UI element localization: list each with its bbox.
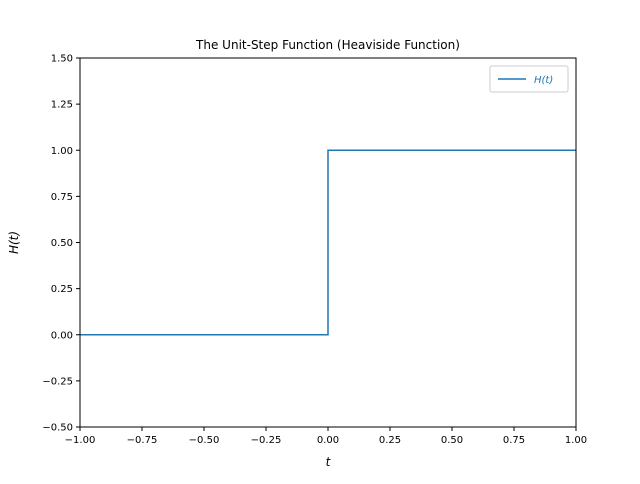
chart-title: The Unit-Step Function (Heaviside Functi…	[195, 38, 460, 52]
x-tick-label: 0.50	[441, 435, 463, 446]
ticks-layer: −1.00 −0.75 −0.50 −0.25 0.00 0.25 0.50 0.75 1.00…	[42, 54, 587, 447]
x-tick-label: −0.75	[127, 435, 158, 446]
x-axis-title: t	[326, 455, 332, 469]
y-axis-title: H(t)	[7, 231, 21, 254]
y-tick-label: −0.50	[42, 423, 73, 434]
legend-box	[489, 65, 569, 93]
y-tick-label: 0.50	[51, 238, 73, 249]
x-tick-label: 0.75	[503, 435, 525, 446]
x-tick-label: −1.00	[65, 435, 96, 446]
y-tick-label: 1.00	[51, 146, 73, 157]
y-tick-label: 1.25	[51, 100, 73, 111]
y-tick-label: 0.00	[51, 330, 73, 341]
x-tick-label: −0.50	[189, 435, 220, 446]
legend: H(t)	[489, 65, 569, 93]
y-tick-label: 0.25	[51, 284, 73, 295]
y-tick-label: 0.75	[51, 192, 73, 203]
x-tick-label: 0.25	[379, 435, 401, 446]
y-tick-label: −0.25	[42, 376, 73, 387]
series-layer	[80, 149, 576, 336]
x-tick-label: 0.00	[317, 435, 339, 446]
legend-label-h-of-t: H(t)	[534, 75, 553, 86]
y-tick-label: 1.50	[51, 54, 73, 65]
x-tick-label: 1.00	[565, 435, 587, 446]
x-tick-label: −0.25	[251, 435, 282, 446]
series-line-0	[80, 149, 576, 336]
